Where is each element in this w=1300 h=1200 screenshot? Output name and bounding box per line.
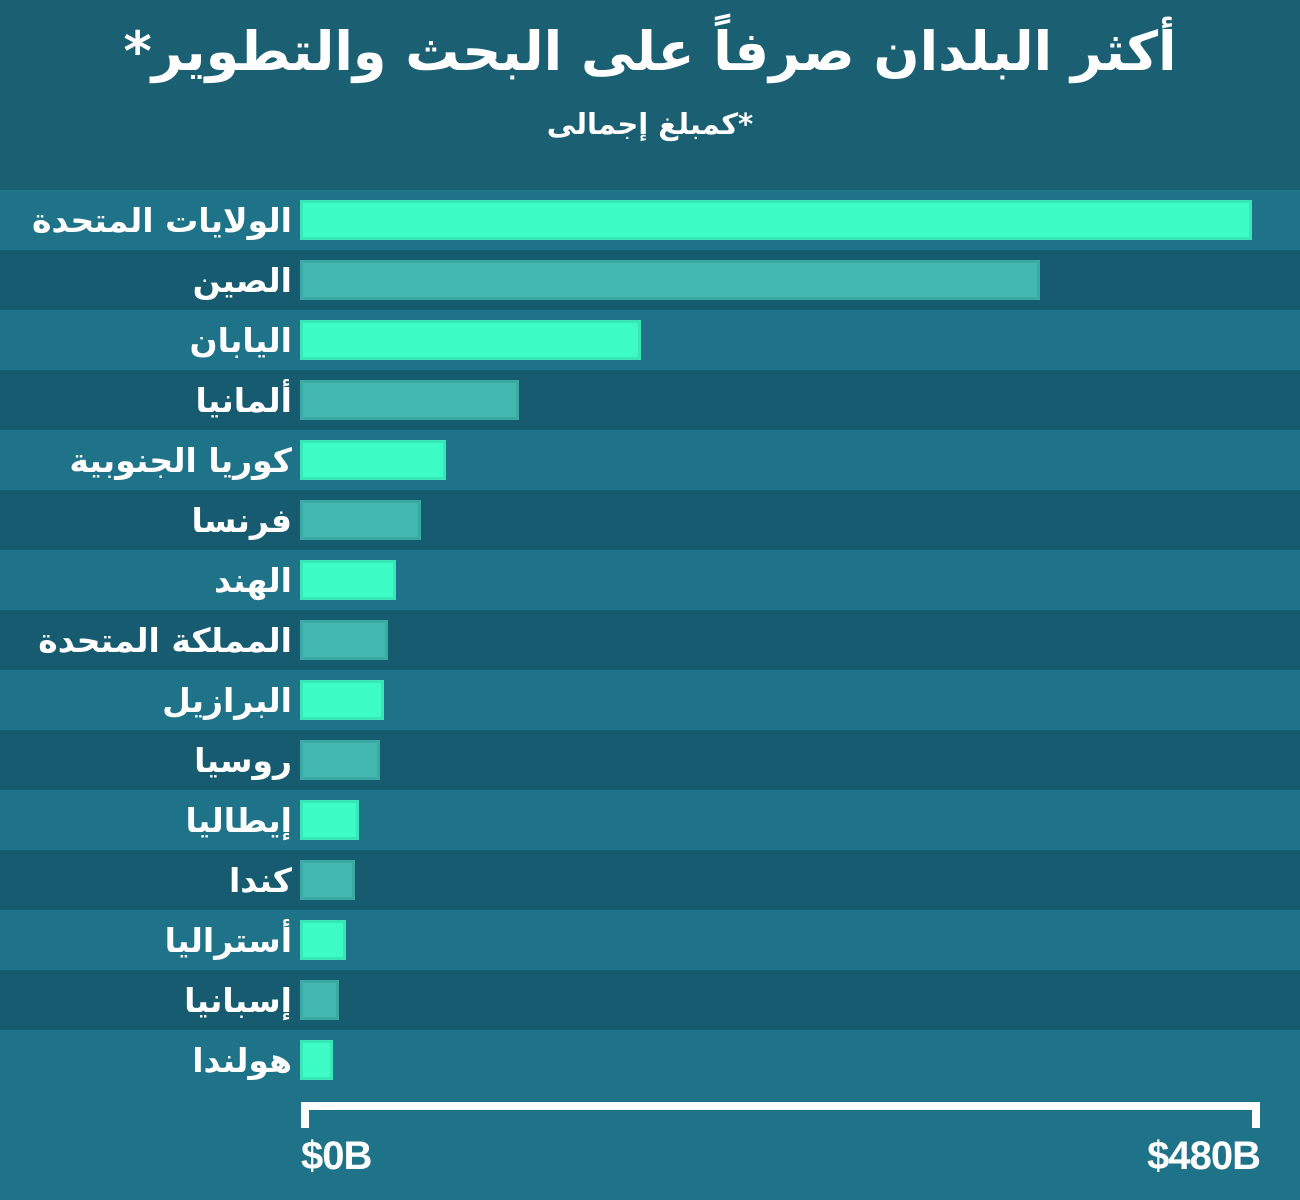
axis-min-label: $0B — [301, 1134, 372, 1178]
country-label: كوريا الجنوبية — [69, 440, 292, 480]
chart-row-9: البرازيل — [0, 670, 1300, 730]
value-bar — [300, 680, 384, 720]
chart-row-4: ألمانيا — [0, 370, 1300, 430]
country-label: كندا — [228, 860, 292, 900]
value-bar — [300, 500, 421, 540]
country-label: البرازيل — [162, 680, 292, 720]
chart-row-7: الهند — [0, 550, 1300, 610]
chart-row-15: هولندا — [0, 1030, 1300, 1090]
chart-row-6: فرنسا — [0, 490, 1300, 550]
value-bar — [300, 560, 396, 600]
country-label: فرنسا — [191, 500, 293, 540]
country-label: هولندا — [192, 1040, 292, 1080]
value-bar — [300, 200, 1252, 240]
chart-subtitle: *كمبلغ إجمالى — [546, 106, 754, 141]
chart-row-2: الصين — [0, 250, 1300, 310]
value-bar — [300, 320, 641, 360]
chart-row-12: كندا — [0, 850, 1300, 910]
chart-row-8: المملكة المتحدة — [0, 610, 1300, 670]
country-label: الهند — [213, 560, 292, 600]
chart-header: أكثر البلدان صرفاً على البحث والتطوير* *… — [0, 0, 1300, 190]
country-label: أستراليا — [164, 920, 292, 960]
value-bar — [300, 260, 1040, 300]
country-label: الولايات المتحدة — [31, 200, 292, 240]
value-bar — [300, 800, 359, 840]
country-label: الصين — [192, 260, 292, 300]
axis-max-label: $480B — [1147, 1134, 1261, 1178]
country-label: ألمانيا — [195, 380, 292, 420]
chart-row-5: كوريا الجنوبية — [0, 430, 1300, 490]
value-bar — [300, 1040, 333, 1080]
value-bar — [300, 920, 346, 960]
value-bar — [300, 620, 388, 660]
chart-row-14: إسبانيا — [0, 970, 1300, 1030]
chart-row-11: إيطاليا — [0, 790, 1300, 850]
chart-title: أكثر البلدان صرفاً على البحث والتطوير* — [123, 20, 1177, 83]
bar-chart-plot-area: الولايات المتحدة الصين اليابان ألمانيا ك… — [0, 190, 1300, 1090]
chart-row-3: اليابان — [0, 310, 1300, 370]
value-bar — [300, 440, 446, 480]
country-label: إيطاليا — [185, 800, 293, 840]
axis-bracket — [301, 1102, 1260, 1128]
chart-row-10: روسيا — [0, 730, 1300, 790]
value-bar — [300, 860, 355, 900]
value-bar — [300, 380, 519, 420]
value-bar — [300, 740, 380, 780]
country-label: روسيا — [194, 740, 292, 780]
country-label: إسبانيا — [184, 980, 292, 1020]
chart-row-1: الولايات المتحدة — [0, 190, 1300, 250]
chart-row-13: أستراليا — [0, 910, 1300, 970]
value-bar — [300, 980, 339, 1020]
country-label: المملكة المتحدة — [38, 620, 292, 660]
country-label: اليابان — [189, 320, 292, 360]
